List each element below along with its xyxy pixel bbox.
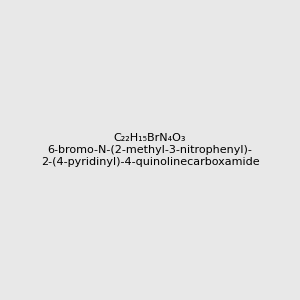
Text: C₂₂H₁₅BrN₄O₃
6-bromo-N-(2-methyl-3-nitrophenyl)-
2-(4-pyridinyl)-4-quinolinecarb: C₂₂H₁₅BrN₄O₃ 6-bromo-N-(2-methyl-3-nitro… xyxy=(41,134,259,166)
